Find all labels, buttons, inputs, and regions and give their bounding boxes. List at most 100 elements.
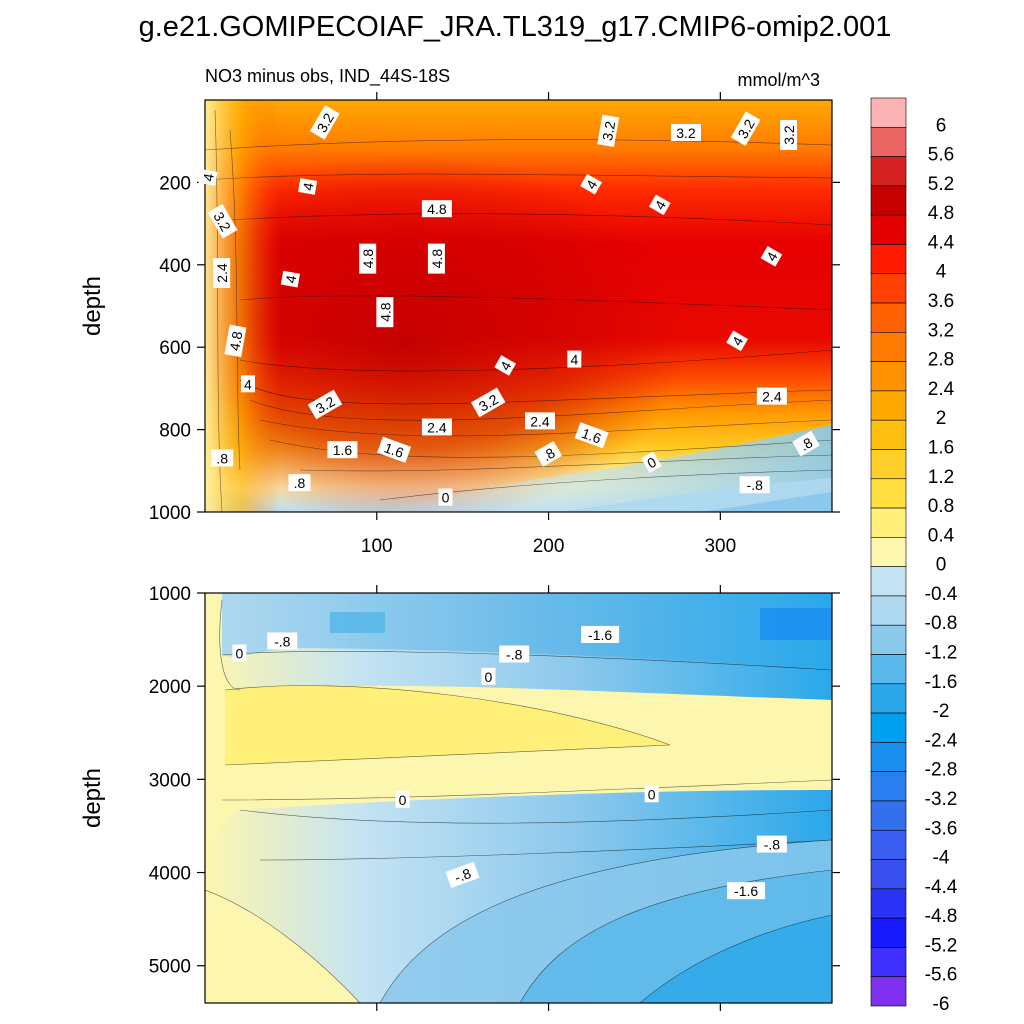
contour-label-text: -.8 <box>764 837 781 853</box>
upper-plot-frame <box>204 99 833 513</box>
contour-label-box <box>395 790 410 808</box>
colorbar-swatch <box>870 332 907 362</box>
contour-label: 0 <box>481 667 496 685</box>
contour-label: -.8 <box>499 645 530 663</box>
colorbar-swatch <box>870 742 907 772</box>
contour-label: 4 <box>297 178 318 195</box>
contour-label-box <box>377 436 412 463</box>
contour-label: 2.4 <box>421 418 452 436</box>
contour-label-box <box>760 245 783 267</box>
contour-label-text: 4.8 <box>360 249 376 269</box>
colorbar-label: -5.2 <box>925 935 958 956</box>
contour-label-box <box>327 441 358 459</box>
contour-label-box <box>438 488 453 506</box>
colorbar-swatch <box>870 771 907 802</box>
contour-label-box <box>727 882 766 900</box>
contour-label-box <box>359 243 377 274</box>
contour-label: 3.2 <box>597 114 620 148</box>
contour-label-box <box>309 105 340 140</box>
x-tick-label: 300 <box>704 536 736 557</box>
colorbar-label: -3.2 <box>925 789 958 810</box>
contour-label-box <box>644 785 659 803</box>
contour-label: -.8 <box>267 632 298 650</box>
contour-label-box <box>739 476 770 494</box>
lower-plot-frame <box>204 592 833 1004</box>
colorbar-swatch <box>870 361 907 392</box>
colorbar-label: 3.2 <box>928 320 954 341</box>
contour-label: 4 <box>648 194 671 216</box>
contour-label: .8 <box>534 441 563 467</box>
contour-label-text: 4 <box>300 181 317 192</box>
colorbar-label: 1.6 <box>928 437 954 458</box>
contour-label-text: 2.4 <box>427 420 447 436</box>
colorbar-swatch <box>870 595 907 626</box>
contour-label-box <box>376 297 394 328</box>
lower-contour-labels: -.8 -1.6 -.8 0 0 0 0 -.8 -.8 -1.6 <box>232 625 787 900</box>
colorbar-swatch <box>870 537 907 567</box>
contour-label: 4.8 <box>224 324 247 358</box>
contour-label-text: .8 <box>294 475 306 491</box>
contour-label: -.8 <box>756 835 787 853</box>
contour-label-box <box>641 451 662 473</box>
colorbar-label: -4.8 <box>925 906 958 927</box>
contour-label-box <box>213 258 231 289</box>
contour-label-box <box>240 375 255 393</box>
colorbar-label: -2 <box>933 701 950 722</box>
colorbar-label: -3.6 <box>925 818 958 839</box>
contour-label-box <box>567 350 582 368</box>
contour-label-box <box>232 644 247 662</box>
colorbar-swatch <box>870 97 907 128</box>
contour-label: 4 <box>580 173 602 195</box>
contour-label-box <box>726 330 748 352</box>
contour-label-box <box>445 861 480 888</box>
contour-label-text: 2.4 <box>762 389 782 405</box>
colorbar-swatch <box>870 624 907 655</box>
contour-label-box <box>421 200 452 218</box>
contour-label-box <box>574 422 609 449</box>
y-tick-label: 1000 <box>149 584 191 605</box>
colorbar-label: 6 <box>936 115 947 136</box>
colorbar-label: 4 <box>936 262 947 283</box>
contour-label-box <box>597 114 620 148</box>
contour-label-box <box>267 632 298 650</box>
colorbar-swatch <box>870 917 907 948</box>
contour-label-text: 0 <box>399 792 407 808</box>
contour-label: -1.6 <box>727 882 766 900</box>
contour-label-text: 2.4 <box>530 413 550 429</box>
colorbar-label: 5.6 <box>928 145 954 166</box>
colorbar-swatch <box>870 478 907 509</box>
y-tick-label: 5000 <box>149 957 191 978</box>
contour-label-box <box>534 441 563 467</box>
colorbar-label: -4 <box>933 848 950 869</box>
contour-label-text: 0 <box>442 490 450 506</box>
contour-label-box <box>581 625 620 643</box>
colorbar-label: -2.4 <box>925 730 958 751</box>
contour-label-box <box>470 387 506 418</box>
contour-label-text: 1.6 <box>333 442 353 458</box>
contour-label: 2.4 <box>213 258 231 289</box>
colorbar-swatch <box>870 566 907 597</box>
colorbar-label: -5.6 <box>925 965 958 986</box>
contour-label: 2.4 <box>524 412 555 430</box>
contour-label-text: 3.2 <box>599 120 618 142</box>
colorbar-label: 4.4 <box>928 232 955 253</box>
colorbar-swatch <box>870 273 907 304</box>
contour-label-text: 3.2 <box>781 125 797 145</box>
contour-label-box <box>730 111 761 146</box>
colorbar-label: 2.8 <box>928 350 954 371</box>
contour-label-box <box>297 178 318 195</box>
contour-label: -1.6 <box>581 625 620 643</box>
contour-label: 4 <box>494 355 517 376</box>
upper-panel: NO3 minus obs, IND_44S-18S mmol/m^3 <box>79 66 840 557</box>
contour-label-text: 2.4 <box>214 263 230 283</box>
contour-label-box <box>421 418 452 436</box>
contour-label-box <box>224 324 247 358</box>
colorbar-swatch <box>870 244 907 275</box>
y-tick-label: 3000 <box>149 770 191 791</box>
y-tick-label: 2000 <box>149 677 191 698</box>
y-tick-label: 600 <box>159 338 191 359</box>
contour-label-box <box>288 474 311 492</box>
colorbar-swatch <box>870 302 907 333</box>
